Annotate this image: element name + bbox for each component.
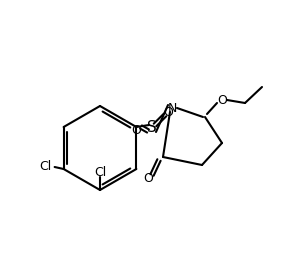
Text: Cl: Cl (94, 165, 106, 179)
Text: O: O (163, 106, 173, 118)
Text: O: O (217, 93, 227, 107)
Text: S: S (147, 120, 157, 135)
Text: Cl: Cl (40, 160, 52, 173)
Text: O: O (143, 172, 153, 184)
Text: N: N (167, 101, 177, 115)
Text: O: O (131, 124, 141, 136)
